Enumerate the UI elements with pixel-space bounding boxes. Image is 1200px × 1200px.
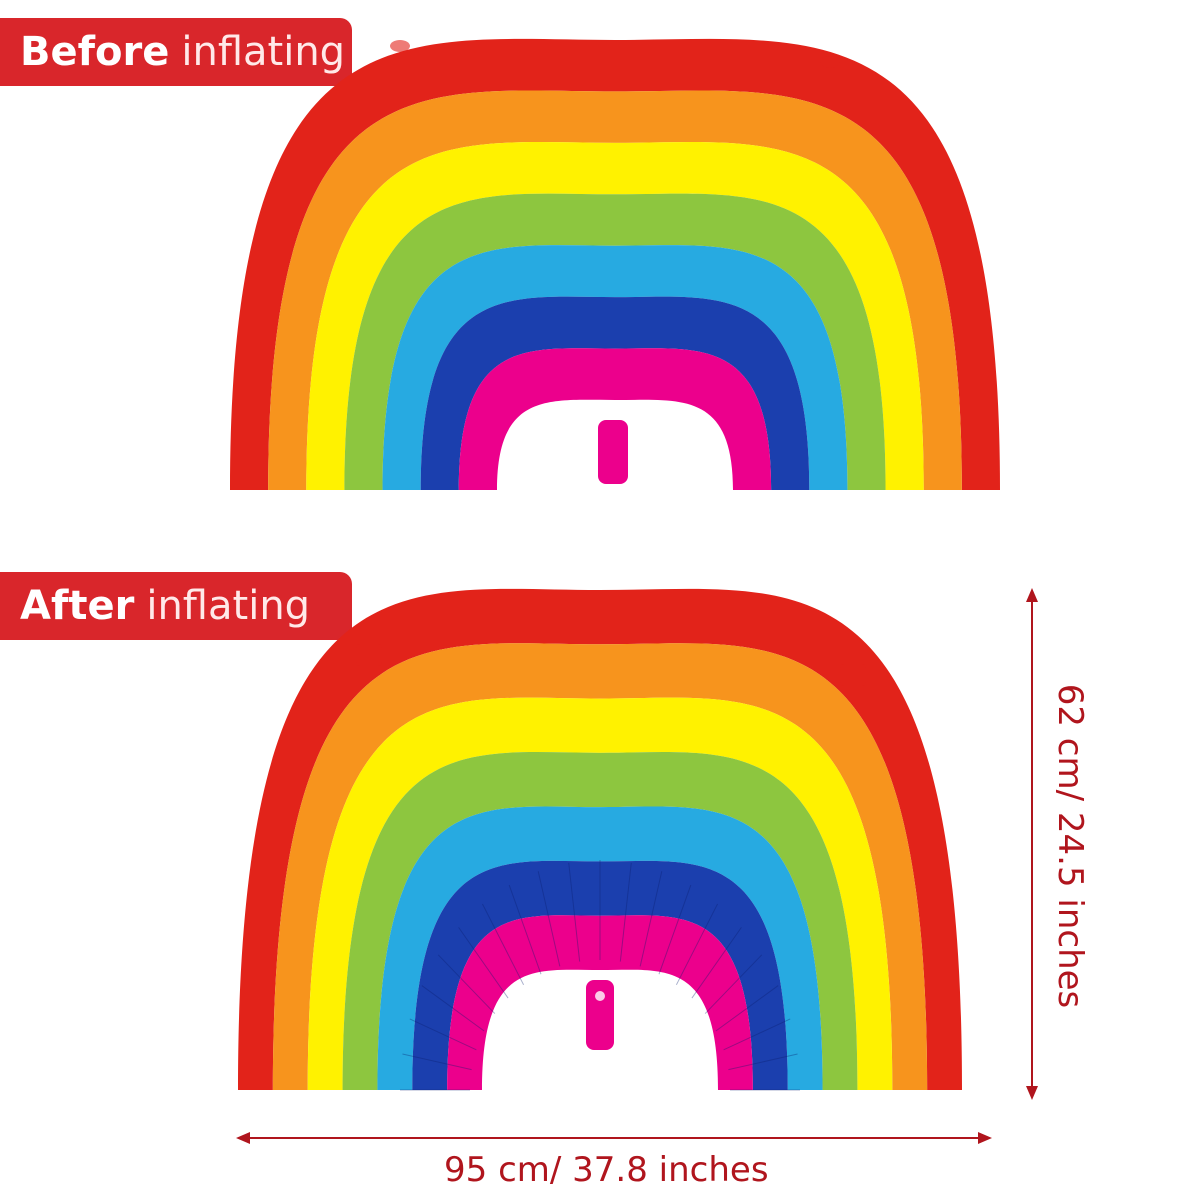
pleat-line	[691, 927, 742, 999]
rainbow-balloon-inflated	[238, 588, 962, 1091]
pleat-line	[458, 927, 509, 999]
pleat-line	[639, 871, 663, 967]
rainbow-balloon-flat	[230, 38, 1000, 491]
balloon-pleats	[400, 860, 800, 1091]
pleat-line	[704, 954, 763, 1014]
before-tag-strong: Before	[20, 29, 170, 75]
height-dimension-line	[1026, 588, 1038, 1100]
flat-band-magenta	[458, 348, 772, 490]
pleat-line	[619, 862, 632, 962]
hang-tab-right	[820, 56, 840, 68]
width-dimension-text: 95 cm/ 37.8 inches	[444, 1150, 769, 1190]
before-inflating-tag: Before inflating	[0, 18, 352, 86]
pleat-line	[723, 1018, 791, 1051]
valve-hole	[595, 991, 605, 1001]
pleat-line	[658, 884, 692, 975]
hang-tab-left	[390, 40, 410, 52]
hang-tab-right	[840, 664, 866, 686]
pleat-line	[537, 871, 561, 967]
flat-band-light-blue	[382, 245, 848, 490]
balloon-valve	[598, 420, 628, 484]
width-dimension-line	[236, 1132, 992, 1144]
hang-tab-left	[356, 644, 382, 666]
after-inflating-tag: After inflating	[0, 572, 352, 640]
pleat-line	[402, 1053, 472, 1071]
pleat-line	[508, 884, 542, 975]
before-tag-light: inflating	[181, 29, 346, 75]
inflated-band-dark-blue	[412, 860, 788, 1090]
rainbow-bands-inflated	[238, 588, 962, 1090]
balloon-valve	[586, 980, 614, 1050]
rainbow-bands-flat	[230, 38, 1000, 491]
after-tag-strong: After	[20, 583, 135, 629]
pleat-line	[568, 862, 581, 962]
flat-band-dark-blue	[420, 296, 810, 490]
after-tag-light: inflating	[146, 583, 311, 629]
pleat-line	[421, 985, 485, 1032]
pleat-line	[675, 903, 719, 986]
pleat-line	[728, 1053, 798, 1071]
pleat-line	[409, 1018, 477, 1051]
pleat-line	[715, 985, 779, 1032]
pleat-line	[437, 954, 496, 1014]
inflated-band-magenta	[447, 915, 753, 1090]
height-dimension-text: 62 cm/ 24.5 inches	[1050, 683, 1090, 1009]
pleat-line	[481, 903, 525, 986]
